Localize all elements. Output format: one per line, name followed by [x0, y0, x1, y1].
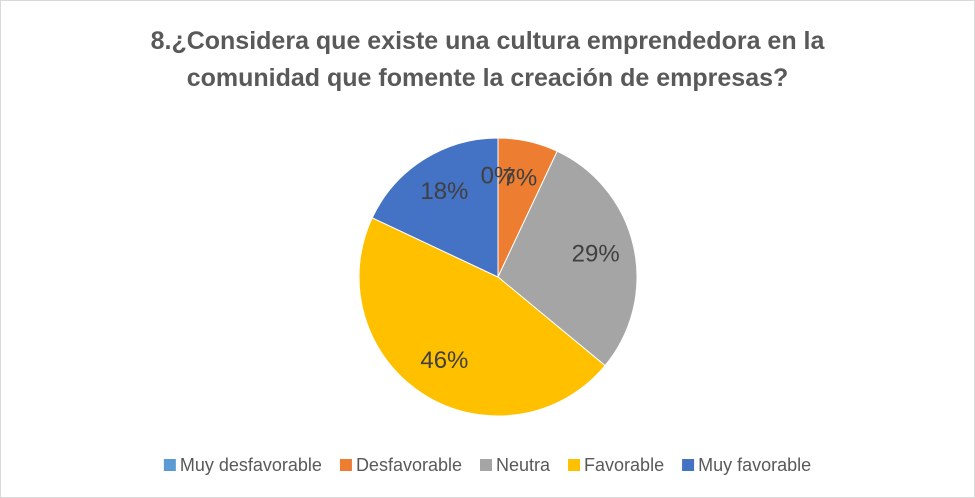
legend-swatch	[163, 459, 176, 471]
data-label: 7%	[502, 165, 537, 192]
legend-swatch	[480, 459, 492, 471]
legend-label: Muy desfavorable	[180, 455, 322, 475]
data-label: 18%	[420, 178, 468, 205]
data-label: 46%	[420, 347, 468, 374]
legend-swatch	[339, 459, 352, 471]
legend-label: Muy favorable	[698, 455, 811, 475]
legend-swatch	[682, 459, 695, 471]
legend-swatch	[568, 459, 581, 471]
data-label: 29%	[572, 241, 620, 268]
legend-label: Neutra	[496, 455, 551, 475]
chart-title: 8.¿Considera que existe una cultura empr…	[150, 27, 825, 92]
legend-label: Favorable	[584, 455, 664, 475]
pie-slice	[497, 150, 638, 367]
legend-label: Desfavorable	[356, 455, 462, 475]
pie-slice	[358, 217, 606, 417]
data-label: 0%	[481, 162, 516, 189]
pie-slice	[371, 137, 499, 278]
